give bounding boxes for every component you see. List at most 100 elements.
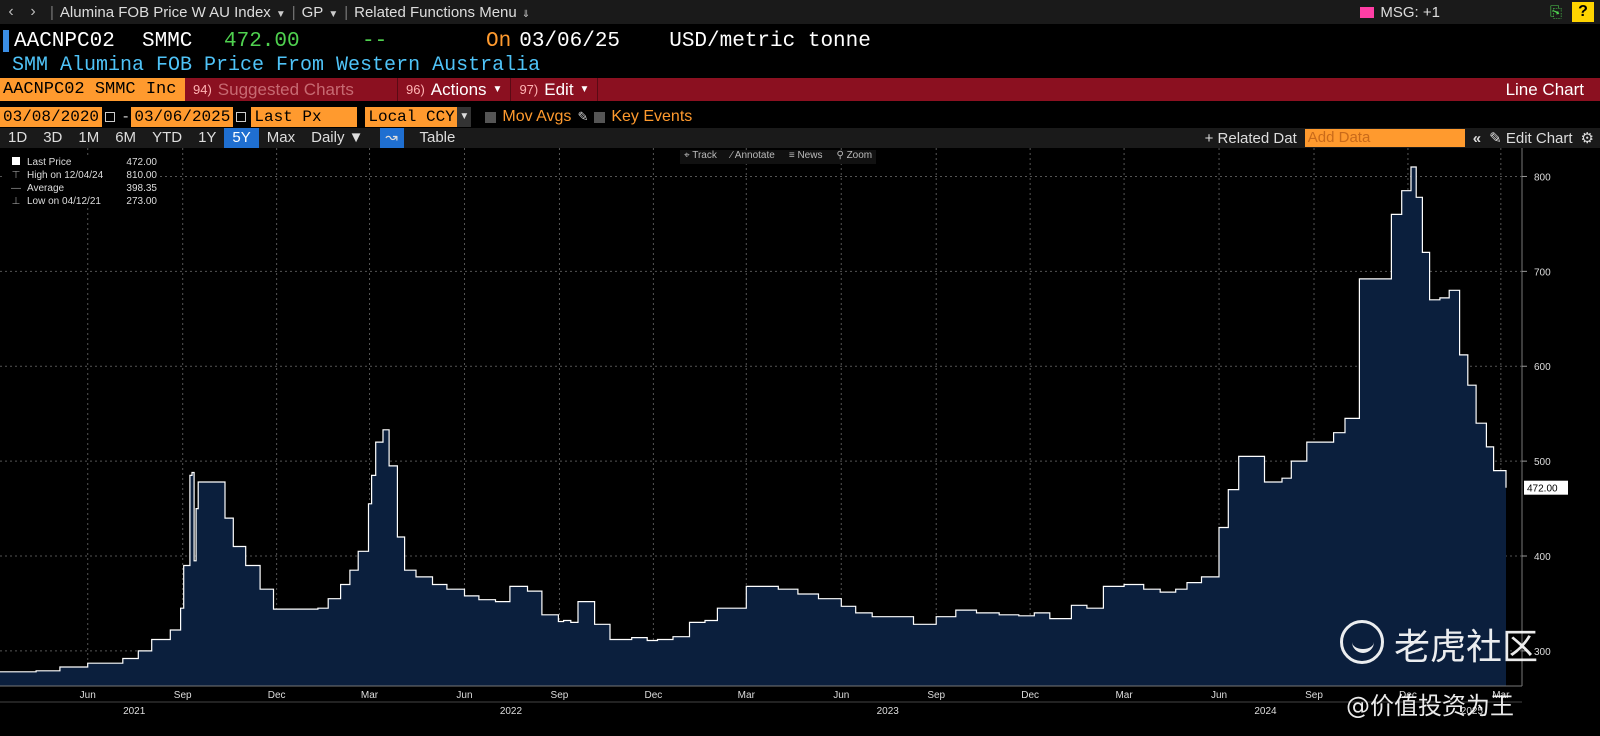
crosshair-icon: ⌖ <box>684 150 693 161</box>
frequency-select[interactable]: Daily ▼ <box>303 128 371 148</box>
chart-legend[interactable]: Last Price 472.00 ⊤ High on 12/04/24 810.00… <box>5 156 157 208</box>
field-select[interactable]: Last Px <box>251 107 358 127</box>
function-bar: AACNPC02 SMMC Inc 94) Suggested Charts 96… <box>0 78 1600 101</box>
watermark: 老虎社区 @价值投资为王 <box>1338 616 1588 726</box>
edit-chart-button[interactable]: ✎ Edit Chart <box>1489 129 1580 147</box>
actions-button[interactable]: 96) Actions ▼ <box>398 78 512 101</box>
start-date-input[interactable]: 03/08/2020 <box>0 107 103 127</box>
tiger-logo-icon <box>1340 620 1384 664</box>
pencil-icon: ✎ <box>1489 130 1506 147</box>
range-max[interactable]: Max <box>266 129 296 146</box>
suggested-label: Suggested Charts <box>217 80 354 99</box>
x-tick-label: Dec <box>268 690 286 701</box>
y-axis: 300 400 500 600 700 800 <box>1522 172 1551 658</box>
chevron-down-icon[interactable]: ▼ <box>457 107 472 127</box>
range-ytd[interactable]: YTD <box>152 129 183 146</box>
range-3d[interactable]: 3D <box>43 129 63 146</box>
line-chart-icon[interactable]: ↝ <box>379 128 404 148</box>
suggested-charts-button[interactable]: 94) Suggested Charts <box>185 78 398 101</box>
gear-icon[interactable]: ⚙ <box>1580 130 1594 147</box>
on-label: On <box>486 29 512 53</box>
pencil-icon[interactable]: ✎ <box>577 109 589 124</box>
high-marker-icon: ⊤ <box>11 170 21 181</box>
forward-arrow-icon[interactable]: › <box>30 3 36 20</box>
related-functions-menu[interactable]: Related Functions Menu ⇓ <box>354 4 530 21</box>
end-date-input[interactable]: 03/06/2025 <box>131 107 234 127</box>
mov-avgs-checkbox[interactable]: Mov Avgs ✎ <box>485 108 588 126</box>
range-row: 1D 3D 1M 6M YTD 1Y 5Y Max Daily ▼ ↝ Tabl… <box>0 128 1600 148</box>
ticker-accent-bar <box>3 30 9 52</box>
currency-select[interactable]: Local CCY <box>365 107 458 127</box>
x-tick-label: Dec <box>1399 690 1417 701</box>
annotate-icon: ∕ <box>730 150 735 161</box>
last-value-text: 472.00 <box>1527 484 1558 495</box>
x-tick-label: Jun <box>456 690 472 701</box>
news-icon: ≡ <box>788 150 798 161</box>
x-tick-label: Jun <box>1211 690 1227 701</box>
mov-avgs-label: Mov Avgs <box>502 108 572 125</box>
price-date: 03/06/25 <box>519 29 621 53</box>
edit-button[interactable]: 97) Edit ▼ <box>511 78 599 101</box>
watermark-handle: @价值投资为王 <box>1346 692 1514 720</box>
square-icon <box>5 157 27 168</box>
caret-down-icon: ▼ <box>328 8 339 20</box>
chart-type-label[interactable]: Line Chart <box>1505 79 1584 99</box>
legend-average: — Average 398.35 <box>5 182 157 195</box>
message-indicator[interactable]: MSG: +1 <box>1360 4 1440 21</box>
topbar-right: MSG: +1 ⎘ ? <box>1360 2 1600 22</box>
range-1y[interactable]: 1Y <box>198 129 217 146</box>
y-tick-label: 500 <box>1534 457 1551 468</box>
nav-separator: | <box>344 3 349 21</box>
news-tool[interactable]: ≡ News <box>789 150 823 164</box>
legend-value: 273.00 <box>126 196 157 207</box>
security-menu[interactable]: Alumina FOB Price W AU Index ▼ <box>60 4 286 21</box>
x-tick-label: Sep <box>927 690 945 701</box>
envelope-icon <box>1360 6 1375 18</box>
gp-menu[interactable]: GP ▼ <box>302 4 339 21</box>
x-tick-label: Dec <box>644 690 662 701</box>
x-tick-label: Mar <box>361 690 379 701</box>
caret-down-icon: ▼ <box>492 84 503 95</box>
security-field[interactable]: AACNPC02 SMMC Inc <box>0 78 185 101</box>
triangle-down-icon: ▼ <box>348 129 364 146</box>
track-tool[interactable]: ⌖ Track <box>684 150 717 164</box>
x-tick-label: Sep <box>1305 690 1323 701</box>
range-6m[interactable]: 6M <box>115 129 137 146</box>
x-tick-label: Mar <box>1115 690 1133 701</box>
legend-value: 398.35 <box>126 183 157 194</box>
calendar-icon[interactable] <box>236 112 247 122</box>
last-value-box <box>1524 480 1568 495</box>
price-line <box>0 166 1507 673</box>
year-label: 2021 <box>123 706 146 717</box>
actions-num: 96) <box>406 82 425 97</box>
caret-down-icon: ▼ <box>579 84 590 95</box>
calendar-icon[interactable] <box>105 112 116 122</box>
add-data-input[interactable]: Add Data <box>1304 129 1465 147</box>
double-chevron-down-icon: ⇓ <box>521 8 531 20</box>
double-chevron-left-icon[interactable]: « <box>1472 129 1482 147</box>
annotate-tool[interactable]: ∕ Annotate <box>731 150 775 164</box>
legend-low: ⊥ Low on 04/12/21 273.00 <box>5 195 157 208</box>
range-1m[interactable]: 1M <box>78 129 100 146</box>
news-label: News <box>797 150 823 161</box>
related-menu-label: Related Functions Menu <box>354 3 517 21</box>
range-5y[interactable]: 5Y <box>224 128 259 148</box>
price-units: USD/metric tonne <box>669 29 871 53</box>
legend-last-price: Last Price 472.00 <box>5 156 157 169</box>
related-data-button[interactable]: + Related Dat <box>1205 130 1305 147</box>
key-events-checkbox[interactable]: Key Events <box>594 108 692 126</box>
window-popout-icon[interactable]: ⎘ <box>1549 3 1562 21</box>
zoom-tool[interactable]: ⚲ Zoom <box>836 150 872 164</box>
legend-label: Average <box>27 183 65 194</box>
edit-label: Edit <box>544 80 574 99</box>
back-arrow-icon[interactable]: ‹ <box>8 3 14 20</box>
price-chart[interactable]: 300 400 500 600 700 800 Jun Sep Dec Mar Jun Sep Dec… <box>0 148 1600 736</box>
legend-value: 810.00 <box>126 170 157 181</box>
help-button[interactable]: ? <box>1572 2 1594 22</box>
gp-menu-label: GP <box>301 3 324 21</box>
last-price: 472.00 <box>224 29 300 53</box>
year-label: 2022 <box>500 706 523 717</box>
table-button[interactable]: Table <box>419 129 456 146</box>
range-1d[interactable]: 1D <box>8 129 28 146</box>
edit-chart-label: Edit Chart <box>1505 130 1573 147</box>
